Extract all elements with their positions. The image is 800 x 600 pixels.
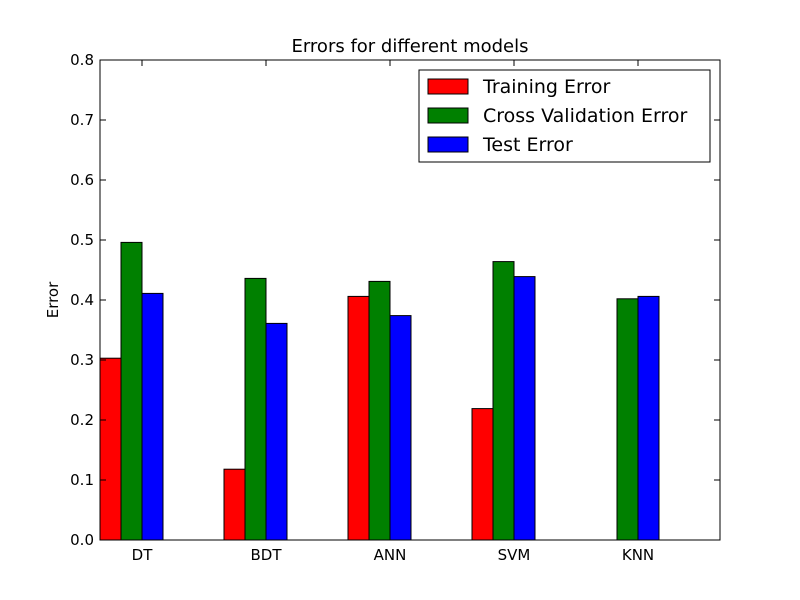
bar-knn-series-2 — [637, 295, 660, 541]
y-tick-label: 0.6 — [70, 171, 94, 189]
y-tick-label: 0.7 — [70, 111, 94, 129]
y-tick-label: 0.4 — [70, 291, 94, 309]
legend-label-series-2: Test Error — [482, 134, 573, 156]
bar-bdt-series-0 — [223, 468, 246, 541]
x-axis: DT BDT ANN SVM KNN — [132, 60, 654, 564]
x-tick-label-bdt: BDT — [250, 546, 282, 564]
x-tick-label-svm: SVM — [498, 546, 531, 564]
bar-ann-series-1 — [368, 280, 391, 541]
legend-swatch-series-1 — [427, 107, 469, 124]
bar-dt-series-0 — [99, 357, 122, 541]
bar-bdt-series-2 — [265, 322, 288, 541]
y-tick-label: 0.3 — [70, 351, 94, 369]
bar-ann-series-2 — [389, 315, 412, 541]
x-tick-label-knn: KNN — [622, 546, 654, 564]
bar-svm-series-2 — [513, 276, 536, 541]
bar-ann-series-0 — [347, 295, 370, 541]
x-tick-label-ann: ANN — [374, 546, 407, 564]
y-axis: 0.0 0.1 0.2 0.3 0.4 0.5 0.6 0.7 0.8 — [70, 51, 720, 549]
chart-title: Errors for different models — [291, 36, 528, 57]
y-tick-label: 0.2 — [70, 411, 94, 429]
y-tick-label: 0.1 — [70, 471, 94, 489]
legend-swatch-series-2 — [427, 136, 469, 153]
legend-label-series-1: Cross Validation Error — [483, 105, 687, 127]
legend-label-series-0: Training Error — [482, 76, 611, 98]
bar-knn-series-1 — [616, 298, 639, 541]
bar-svm-series-0 — [471, 408, 494, 541]
x-tick-label-dt: DT — [132, 546, 154, 564]
legend: Training Error Cross Validation Error Test… — [418, 69, 711, 163]
y-tick-label: 0.0 — [70, 531, 94, 549]
y-tick-label: 0.8 — [70, 51, 94, 69]
bar-svm-series-1 — [492, 261, 515, 541]
bar-dt-series-1 — [120, 241, 143, 541]
bar-bdt-series-1 — [244, 277, 267, 541]
legend-swatch-series-0 — [427, 78, 469, 95]
y-axis-label: Error — [44, 281, 62, 318]
y-tick-label: 0.5 — [70, 231, 94, 249]
bar-dt-series-2 — [141, 292, 164, 541]
bars-group — [99, 241, 660, 541]
